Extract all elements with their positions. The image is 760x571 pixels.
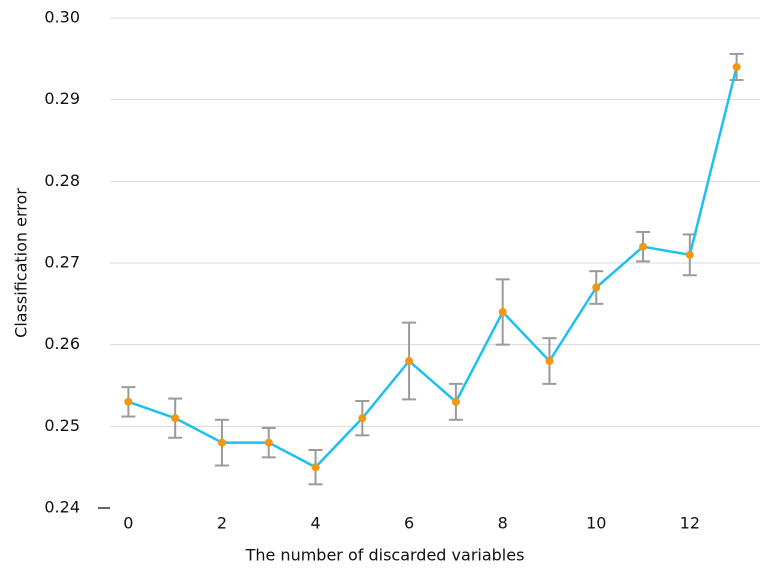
point [171,414,180,423]
y-tick-label: 0.24 [44,498,80,517]
point [592,283,601,292]
y-tick-label: 0.29 [44,89,80,108]
x-tick-label: 12 [680,514,700,533]
point [732,63,741,71]
x-tick-label: 10 [586,514,606,533]
point [685,250,694,259]
point [451,397,460,406]
point [498,308,507,316]
point [311,463,320,472]
point [264,438,273,447]
point [639,242,648,251]
x-tick-label: 8 [498,514,508,533]
point [358,414,367,423]
y-tick-label: 0.25 [44,416,80,435]
x-tick-label: 6 [404,514,414,533]
point [217,438,226,447]
y-tick-label: 0.27 [44,253,80,272]
point [405,357,414,365]
y-tick-label: 0.30 [44,8,80,27]
x-tick-label: 0 [123,514,133,533]
point [124,397,133,406]
y-tick-label: 0.28 [44,171,80,190]
x-tick-label: 2 [217,514,227,533]
x-axis-label: The number of discarded variables [245,546,525,565]
line [127,66,738,469]
point [545,357,554,365]
x-tick-label: 4 [310,514,320,533]
y-tick-label: 0.26 [44,334,80,353]
y-axis-label: Classification error [12,188,31,338]
